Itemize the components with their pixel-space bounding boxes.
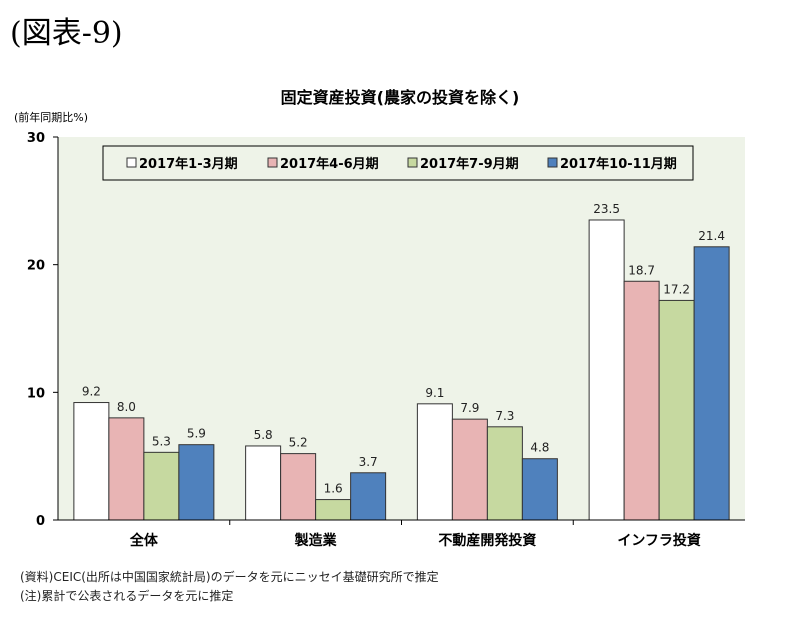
y-tick-label: 10 — [27, 386, 45, 401]
x-tick-label: 製造業 — [294, 532, 338, 549]
legend-label: 2017年4-6月期 — [280, 156, 379, 172]
legend-swatch — [267, 157, 278, 168]
bar — [245, 445, 282, 521]
data-label: 3.7 — [359, 455, 378, 469]
footnote: (注)累計で公表されるデータを元に推定 — [20, 589, 234, 603]
data-label: 4.8 — [530, 441, 549, 455]
data-label: 18.7 — [628, 263, 655, 277]
bar — [521, 458, 558, 521]
bar — [350, 472, 387, 521]
data-label: 1.6 — [324, 482, 343, 496]
data-label: 9.2 — [82, 385, 101, 399]
bar — [178, 444, 215, 521]
y-tick-label: 20 — [27, 259, 45, 274]
bars-layer: 9.2 8.0 5.3 5.9 5.8 5.2 1.6 3.7 9.1 7.9 7.3 4.8 23.5… — [73, 202, 730, 521]
data-label: 8.0 — [117, 400, 136, 414]
x-tick-label: 全体 — [129, 532, 159, 549]
legend-swatch — [126, 157, 137, 168]
source-note: (資料)CEIC(出所は中国国家統計局)のデータを元にニッセイ基礎研究所で推定 — [20, 570, 439, 584]
bar — [693, 246, 730, 521]
bar — [486, 426, 523, 521]
data-label: 5.3 — [152, 434, 171, 448]
axes-layer: 0 10 20 30 全体 製造業 不動産開発投資 インフラ投資 — [27, 131, 745, 549]
data-label: 21.4 — [698, 229, 725, 243]
legend-label: 2017年1-3月期 — [139, 156, 238, 172]
data-label: 17.2 — [663, 282, 690, 296]
legend-swatch — [407, 157, 418, 168]
data-label: 5.2 — [289, 436, 308, 450]
legend-label: 2017年7-9月期 — [420, 156, 519, 172]
y-tick-label: 30 — [27, 131, 45, 146]
bar — [416, 403, 453, 521]
data-label: 23.5 — [593, 202, 620, 216]
legend-box — [102, 145, 694, 181]
legend: 2017年1-3月期 2017年4-6月期 2017年7-9月期 2017年10-11… — [102, 145, 694, 181]
data-label: 5.9 — [187, 427, 206, 441]
bar — [73, 402, 110, 521]
legend-swatch — [547, 157, 558, 168]
data-label: 7.3 — [495, 409, 514, 423]
chart-title: 固定資産投資(農家の投資を除く) — [281, 88, 520, 107]
bar — [280, 453, 317, 521]
figure-label: (図表-9) — [10, 16, 123, 51]
bar — [108, 417, 145, 521]
bar — [143, 451, 180, 521]
bar — [588, 219, 625, 521]
bar — [658, 299, 695, 521]
y-axis-label: (前年同期比%) — [14, 110, 88, 124]
y-tick-label: 0 — [36, 514, 45, 529]
data-label: 7.9 — [460, 401, 479, 415]
bar — [451, 418, 488, 521]
bar — [315, 499, 352, 521]
x-tick-label: 不動産開発投資 — [438, 532, 536, 549]
x-tick-label: インフラ投資 — [617, 532, 701, 549]
bar — [623, 280, 660, 521]
data-label: 9.1 — [425, 386, 444, 400]
legend-label: 2017年10-11月期 — [560, 156, 677, 172]
data-label: 5.8 — [254, 428, 273, 442]
